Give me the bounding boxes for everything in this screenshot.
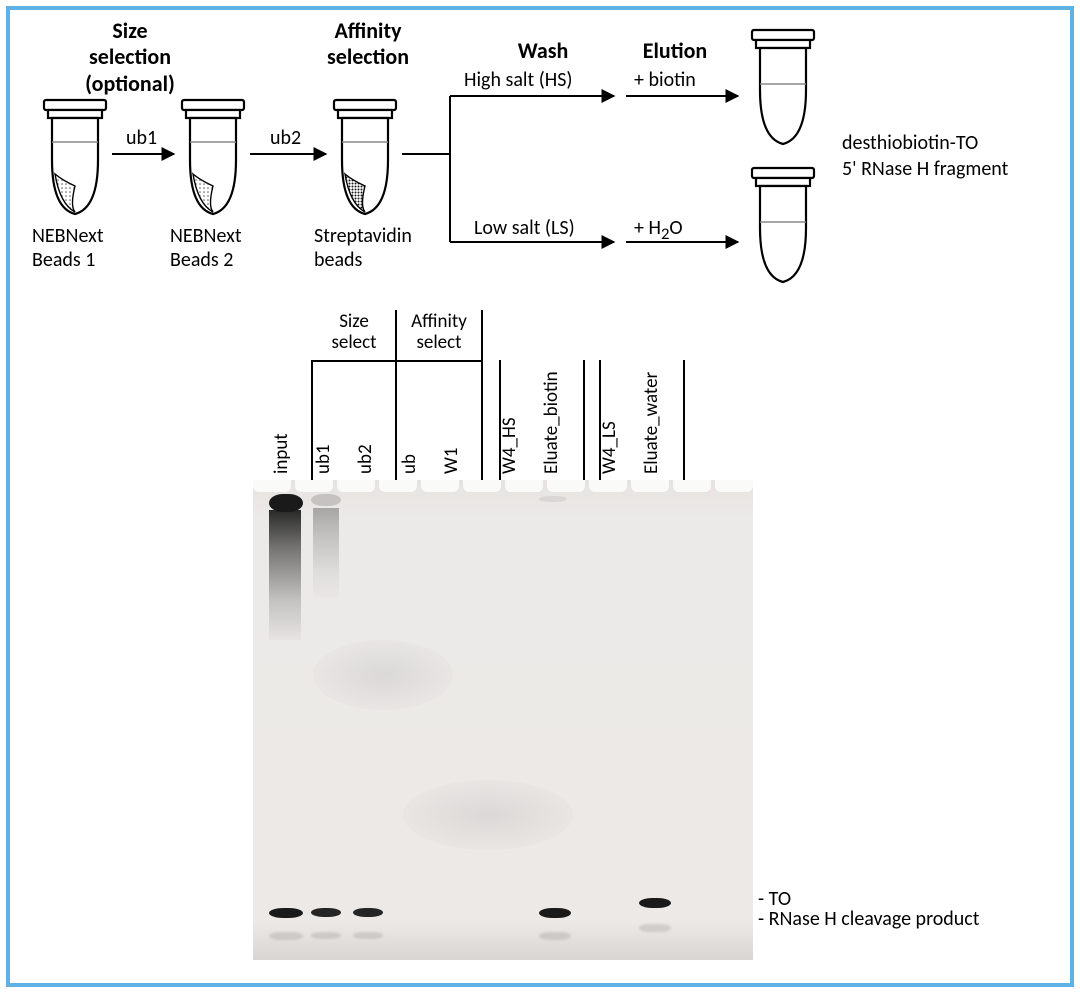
t: Affinity [411, 310, 467, 333]
step-title-affinity-selection: Affinity selection [308, 18, 428, 71]
tube-label-beads1: NEBNext Beads 1 [32, 224, 104, 272]
gel-band [269, 908, 303, 918]
gel-well [505, 480, 543, 492]
step-title-size-selection: Size selection (optional) [70, 18, 190, 97]
arrow-label-ub1: ub1 [126, 126, 157, 150]
tube-output-bottom [748, 166, 818, 286]
tube-beads2 [178, 98, 248, 218]
group-sep [683, 360, 685, 480]
t: + H [634, 216, 661, 240]
group-label-size-select: Size select [315, 312, 393, 354]
t: Beads 2 [170, 248, 233, 272]
lane-label-w4ls: W4_LS [598, 421, 621, 474]
group-sep [481, 310, 483, 480]
lane-label-ewater: Eluate_water [640, 372, 663, 474]
gel-well [337, 480, 375, 492]
gel-well [463, 480, 501, 492]
gel-body [253, 480, 753, 960]
lane-label-ub1: ub1 [312, 444, 335, 474]
gel-band [269, 494, 303, 512]
tube-output-top [748, 28, 818, 148]
gel-reflection [353, 932, 383, 939]
t: O [669, 216, 682, 240]
step-title-wash: Wash [498, 38, 588, 64]
gel-smudge [313, 640, 453, 710]
t: 5' RNase H fragment [842, 157, 1008, 181]
t: beads [314, 248, 362, 272]
gel-well [547, 480, 585, 492]
t: select [416, 331, 461, 354]
gel-well [421, 480, 459, 492]
lane-label-ub: ub [398, 454, 421, 474]
gel-reflection [269, 932, 303, 940]
tube-label-streptavidin: Streptavidin beads [314, 224, 412, 272]
step-title-elution: Elution [630, 38, 720, 64]
lane-label-input: input [270, 433, 293, 474]
group-sep [583, 360, 585, 480]
path-label-water: + H2O [634, 216, 683, 244]
gel-well [253, 480, 291, 492]
group-label-affinity-select: Affinity select [399, 312, 479, 354]
gel-band [311, 908, 341, 917]
t: Affinity [334, 17, 401, 44]
gel-band [353, 908, 383, 917]
gel-well [631, 480, 669, 492]
gel-band [539, 908, 571, 918]
t: selection [89, 43, 171, 70]
t: NEBNext [32, 224, 104, 248]
path-label-high-salt: High salt (HS) [464, 68, 573, 92]
lane-label-ebiotin: Eluate_biotin [540, 371, 563, 474]
lane-label-ub2: ub2 [354, 444, 377, 474]
gel-well [715, 480, 753, 492]
t: (optional) [85, 70, 175, 97]
t: Size [112, 17, 147, 44]
lane-labels: Size select Affinity select input ub1 ub… [253, 310, 753, 480]
gel-reflection [539, 932, 571, 940]
t: selection [327, 43, 409, 70]
t: Streptavidin [314, 224, 412, 248]
workflow-diagram: Size selection (optional) Affinity selec… [10, 10, 1070, 300]
group-cap [396, 360, 481, 362]
gel-region: Size select Affinity select input ub1 ub… [228, 310, 848, 970]
lane-label-w4hs: W4_HS [498, 417, 521, 474]
gel-well [379, 480, 417, 492]
gel-well [295, 480, 333, 492]
output-label: desthiobiotin-TO 5' RNase H fragment [842, 130, 1008, 182]
marker-rnaseh: - RNase H cleavage product [758, 907, 979, 931]
tube-streptavidin [330, 98, 400, 218]
gel-smudge [403, 780, 573, 850]
gel-reflection [639, 924, 671, 932]
gel-band [639, 898, 671, 908]
gel-reflection [311, 932, 341, 939]
gel-smear-ub1 [313, 508, 339, 598]
t: select [331, 331, 376, 354]
t: NEBNext [170, 224, 242, 248]
path-label-low-salt: Low salt (LS) [474, 216, 575, 240]
tube-beads1 [40, 98, 110, 218]
t: Size [339, 310, 369, 333]
figure-frame: Size selection (optional) Affinity selec… [6, 6, 1074, 987]
gel-smear-input [269, 510, 301, 640]
group-sep [395, 310, 397, 480]
group-cap [312, 360, 396, 362]
gel-band [311, 494, 341, 506]
gel-well [673, 480, 711, 492]
t: desthiobiotin-TO [842, 131, 978, 155]
arrow-label-ub2: ub2 [270, 126, 301, 150]
t: Beads 1 [32, 248, 95, 272]
gel-well-row [253, 480, 753, 494]
tube-label-beads2: NEBNext Beads 2 [170, 224, 242, 272]
gel-well [589, 480, 627, 492]
path-label-biotin: + biotin [634, 68, 696, 92]
lane-label-w1: W1 [440, 447, 463, 474]
gel-band [539, 496, 567, 502]
